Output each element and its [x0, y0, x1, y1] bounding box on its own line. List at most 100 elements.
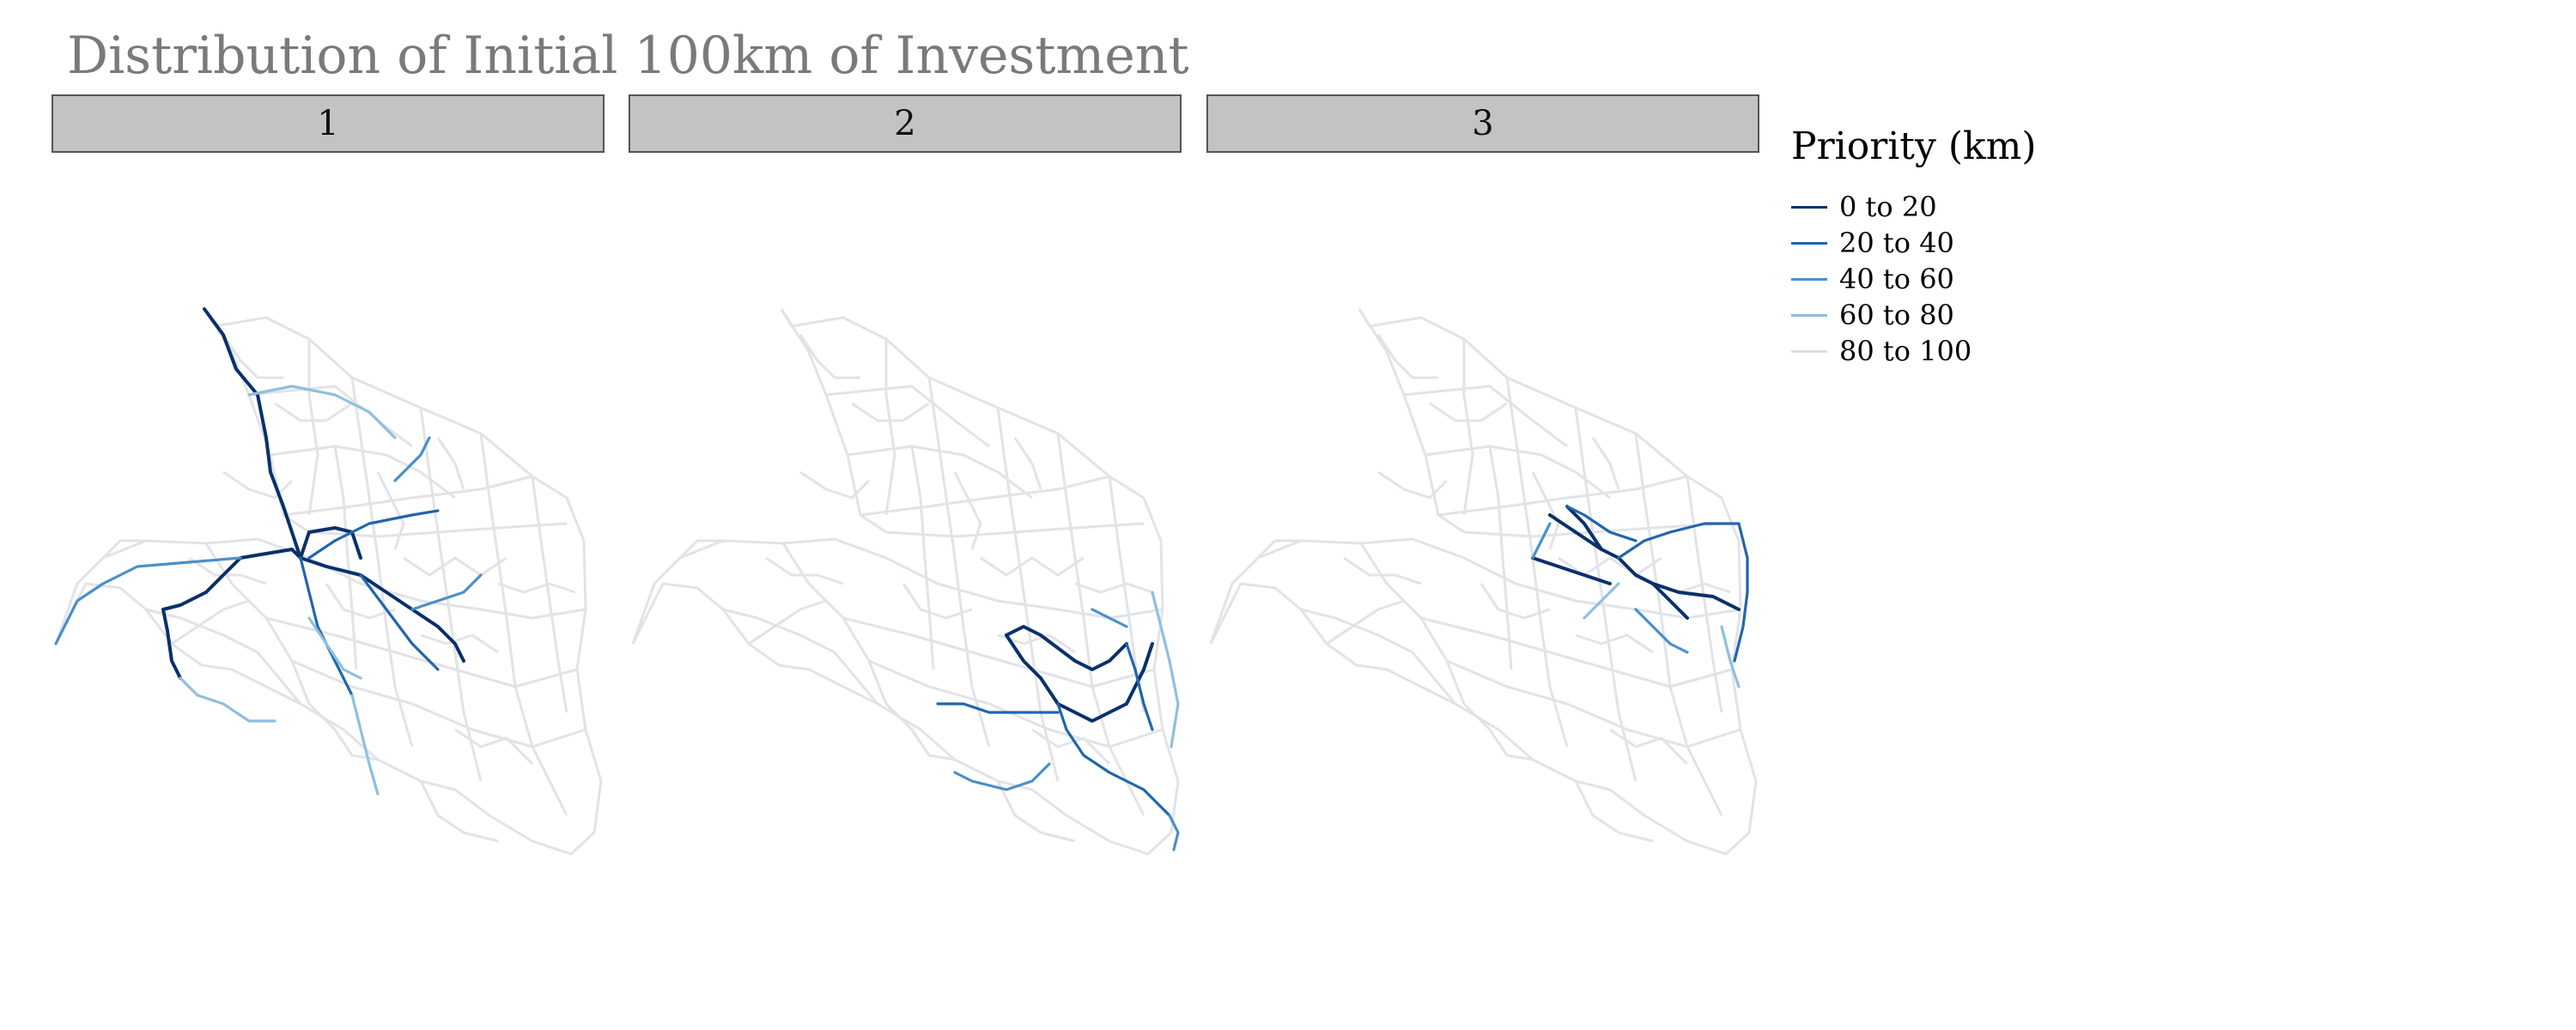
priority-route — [299, 556, 465, 663]
legend-line-swatch — [1791, 349, 1827, 353]
road-segment — [910, 445, 935, 670]
road-segment — [953, 471, 982, 550]
priority-route — [1634, 573, 1689, 620]
road-segment — [834, 537, 1163, 620]
priority-route — [1073, 642, 1128, 671]
map-panel-2 — [631, 308, 1180, 856]
legend-label: 80 to 100 — [1839, 335, 1972, 367]
road-segment — [1256, 539, 1301, 560]
legend-line-swatch — [1791, 205, 1827, 209]
priority-route — [247, 385, 397, 439]
road-segment — [996, 407, 1060, 782]
road-segment — [1412, 537, 1741, 620]
priority-route — [1073, 642, 1154, 723]
road-segment — [884, 339, 896, 516]
road-segment — [631, 308, 1180, 856]
road-segment — [479, 433, 568, 816]
road-segment — [1686, 476, 1723, 713]
panel-label-2: 2 — [629, 94, 1182, 153]
road-segment — [222, 470, 294, 500]
road-segment — [420, 633, 499, 654]
priority-route — [1168, 814, 1180, 851]
priority-route — [1634, 608, 1689, 654]
map-panel-3 — [1209, 308, 1758, 856]
priority-route — [307, 509, 440, 560]
road-segment — [1358, 308, 1465, 534]
road-segment — [631, 537, 835, 645]
map-panel-1 — [54, 307, 603, 856]
road-segment — [270, 445, 456, 500]
road-segment — [171, 599, 250, 645]
priority-route — [1005, 633, 1077, 714]
road-segment — [1326, 599, 1405, 645]
road-segment — [842, 616, 1155, 688]
priority-route — [299, 526, 362, 560]
road-segment — [307, 339, 319, 516]
road-segment — [1013, 437, 1042, 490]
road-segment — [436, 437, 465, 490]
road-segment — [1446, 659, 1741, 748]
priority-route — [350, 694, 380, 796]
road-segment — [722, 608, 879, 705]
road-segment — [1574, 407, 1637, 782]
road-segment — [868, 659, 1163, 748]
road-segment — [1488, 445, 1513, 670]
road-segment — [847, 445, 1033, 500]
page-title: Distribution of Initial 100km of Investm… — [67, 26, 1189, 86]
road-segment — [780, 308, 887, 534]
road-segment — [1575, 633, 1654, 654]
priority-route — [299, 556, 354, 697]
road-segment — [54, 308, 603, 856]
priority-route — [1617, 522, 1741, 560]
road-segment — [996, 780, 1076, 843]
priority-route — [1583, 582, 1620, 620]
priority-route — [953, 762, 1051, 791]
road-segment — [419, 780, 499, 843]
road-segment — [325, 583, 396, 620]
legend-label: 60 to 80 — [1839, 299, 1954, 331]
priority-route — [161, 548, 302, 680]
road-segment — [376, 471, 405, 550]
road-segment — [1437, 475, 1688, 517]
legend-label: 40 to 60 — [1839, 263, 1954, 295]
priority-route — [203, 307, 302, 560]
road-segment — [283, 475, 533, 517]
road-segment — [419, 407, 483, 782]
priority-route — [1548, 513, 1603, 551]
road-segment — [265, 616, 578, 688]
priority-route — [1005, 625, 1077, 663]
road-segment — [54, 537, 258, 645]
road-segment — [1343, 556, 1422, 585]
road-segment — [851, 402, 930, 422]
road-segment — [531, 476, 568, 713]
road-segment — [765, 556, 844, 585]
road-segment — [188, 556, 267, 585]
road-segment — [101, 539, 146, 560]
road-segment — [1420, 616, 1733, 688]
road-segment — [678, 539, 723, 560]
road-segment — [980, 556, 1084, 577]
road-segment — [1558, 556, 1662, 577]
road-segment — [1031, 728, 1111, 766]
legend-label: 0 to 20 — [1839, 191, 1937, 223]
legend: Priority (km) 0 to 20 20 to 40 40 to 60 60 … — [1791, 124, 2037, 369]
priority-route — [1651, 582, 1741, 611]
priority-route — [1565, 505, 1637, 542]
road-segment — [333, 445, 358, 670]
priority-route — [54, 556, 242, 645]
road-segment — [145, 608, 302, 705]
road-segment — [1429, 402, 1508, 422]
legend-item: 0 to 20 — [1791, 189, 2037, 225]
priority-route — [1531, 522, 1552, 560]
legend-item: 20 to 40 — [1791, 225, 2037, 261]
priority-route — [1733, 522, 1749, 663]
road-segment — [1574, 780, 1654, 843]
legend-items: 0 to 20 20 to 40 40 to 60 60 to 80 80 to 100 — [1791, 189, 2037, 369]
road-segment — [884, 702, 956, 761]
road-segment — [927, 377, 991, 748]
legend-title: Priority (km) — [1791, 124, 2037, 168]
road-segment — [1056, 433, 1145, 816]
road-segment — [1479, 583, 1551, 620]
road-segment — [1531, 471, 1560, 550]
legend-line-swatch — [1791, 277, 1827, 281]
